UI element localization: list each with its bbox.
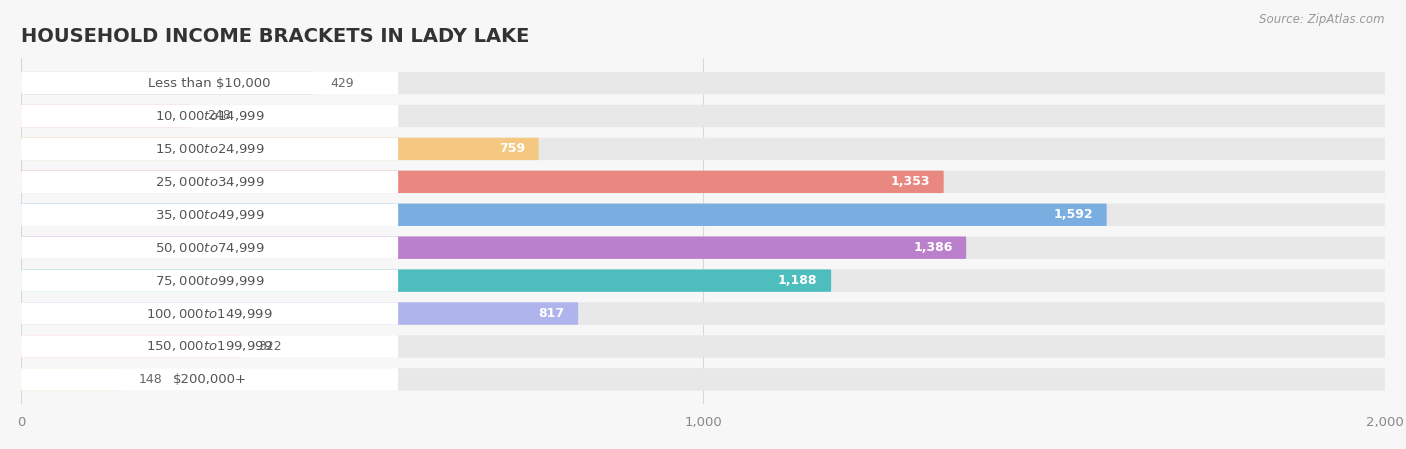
FancyBboxPatch shape: [21, 335, 240, 358]
Text: 148: 148: [139, 373, 163, 386]
Text: $200,000+: $200,000+: [173, 373, 246, 386]
Text: Less than $10,000: Less than $10,000: [149, 77, 271, 89]
Text: Source: ZipAtlas.com: Source: ZipAtlas.com: [1260, 13, 1385, 26]
FancyBboxPatch shape: [21, 368, 122, 391]
FancyBboxPatch shape: [21, 72, 314, 94]
FancyBboxPatch shape: [21, 203, 398, 226]
Text: 1,353: 1,353: [890, 176, 931, 188]
FancyBboxPatch shape: [21, 203, 1107, 226]
FancyBboxPatch shape: [21, 171, 943, 193]
FancyBboxPatch shape: [21, 269, 398, 292]
FancyBboxPatch shape: [21, 302, 1385, 325]
FancyBboxPatch shape: [21, 269, 1385, 292]
FancyBboxPatch shape: [21, 302, 398, 325]
Text: 322: 322: [257, 340, 281, 353]
Text: $10,000 to $14,999: $10,000 to $14,999: [155, 109, 264, 123]
FancyBboxPatch shape: [21, 105, 190, 127]
FancyBboxPatch shape: [21, 237, 966, 259]
FancyBboxPatch shape: [21, 237, 1385, 259]
Text: $75,000 to $99,999: $75,000 to $99,999: [155, 273, 264, 288]
Text: 1,592: 1,592: [1053, 208, 1092, 221]
FancyBboxPatch shape: [21, 368, 398, 391]
Text: 1,386: 1,386: [914, 241, 953, 254]
FancyBboxPatch shape: [21, 302, 578, 325]
FancyBboxPatch shape: [21, 72, 1385, 94]
Text: HOUSEHOLD INCOME BRACKETS IN LADY LAKE: HOUSEHOLD INCOME BRACKETS IN LADY LAKE: [21, 26, 530, 46]
FancyBboxPatch shape: [21, 237, 398, 259]
FancyBboxPatch shape: [21, 105, 398, 127]
FancyBboxPatch shape: [21, 269, 831, 292]
FancyBboxPatch shape: [21, 203, 1385, 226]
Text: $35,000 to $49,999: $35,000 to $49,999: [155, 208, 264, 222]
FancyBboxPatch shape: [21, 105, 1385, 127]
FancyBboxPatch shape: [21, 368, 1385, 391]
Text: $100,000 to $149,999: $100,000 to $149,999: [146, 307, 273, 321]
FancyBboxPatch shape: [21, 335, 398, 358]
Text: 759: 759: [499, 142, 524, 155]
Text: $50,000 to $74,999: $50,000 to $74,999: [155, 241, 264, 255]
Text: 248: 248: [207, 110, 231, 123]
FancyBboxPatch shape: [21, 138, 538, 160]
Text: 429: 429: [330, 77, 354, 89]
Text: 1,188: 1,188: [778, 274, 817, 287]
Text: 817: 817: [538, 307, 565, 320]
FancyBboxPatch shape: [21, 138, 1385, 160]
FancyBboxPatch shape: [21, 335, 1385, 358]
Text: $150,000 to $199,999: $150,000 to $199,999: [146, 339, 273, 353]
FancyBboxPatch shape: [21, 171, 398, 193]
Text: $15,000 to $24,999: $15,000 to $24,999: [155, 142, 264, 156]
Text: $25,000 to $34,999: $25,000 to $34,999: [155, 175, 264, 189]
FancyBboxPatch shape: [21, 171, 1385, 193]
FancyBboxPatch shape: [21, 138, 398, 160]
FancyBboxPatch shape: [21, 72, 398, 94]
